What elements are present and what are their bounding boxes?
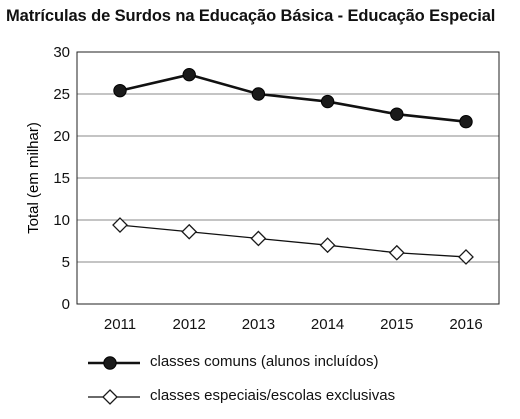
x-tick-label-2012: 2012 [173, 316, 206, 333]
x-tick-label-2014: 2014 [311, 316, 344, 333]
x-tick-label-2011: 2011 [104, 316, 136, 333]
y-tick-label-30: 30 [53, 44, 70, 61]
data-point-0-2016 [459, 115, 473, 129]
y-tick-label-15: 15 [53, 170, 70, 187]
plot-frame [76, 51, 500, 305]
y-axis-label: Total (em milhar) [25, 122, 42, 234]
gridlines [77, 93, 499, 263]
x-tick-labels: 2011 2012 2013 2014 2015 2016 [104, 316, 483, 333]
data-point-1-2015 [388, 244, 405, 261]
legend [88, 356, 140, 405]
data-point-0-2015 [390, 107, 404, 121]
data-point-0-2014 [320, 94, 335, 109]
data-point-1-2016 [458, 249, 474, 265]
legend-marker-1 [102, 389, 118, 405]
series-classes-especiais [112, 217, 474, 265]
y-tick-label-25: 25 [53, 86, 70, 103]
y-tick-label-10: 10 [53, 212, 70, 229]
data-point-0-2012 [182, 67, 196, 82]
series-classes-comuns [113, 67, 473, 129]
legend-marker-0 [103, 356, 117, 370]
y-tick-label-0: 0 [62, 296, 70, 313]
x-tick-label-2013: 2013 [242, 316, 275, 333]
data-point-0-2013 [251, 87, 266, 101]
data-point-1-2013 [250, 230, 267, 247]
legend-label-classes-especiais: classes especiais/escolas exclusivas [150, 387, 396, 404]
series-line-0 [119, 73, 467, 124]
series-line-1 [119, 224, 467, 258]
y-tick-label-20: 20 [53, 128, 70, 145]
series-layer [112, 67, 474, 265]
legend-label-classes-comuns: classes comuns (alunos incluídos) [150, 353, 379, 370]
x-tick-label-2015: 2015 [380, 316, 413, 333]
y-tick-labels: 0 5 10 15 20 25 30 [53, 44, 70, 313]
y-tick-label-5: 5 [62, 254, 70, 271]
data-point-1-2014 [319, 237, 336, 254]
x-tick-label-2016: 2016 [449, 316, 482, 333]
data-point-1-2012 [181, 223, 198, 240]
data-point-1-2011 [112, 217, 128, 233]
data-point-0-2011 [113, 83, 127, 98]
chart-title: Matrículas de Surdos na Educação Básica … [6, 7, 496, 25]
